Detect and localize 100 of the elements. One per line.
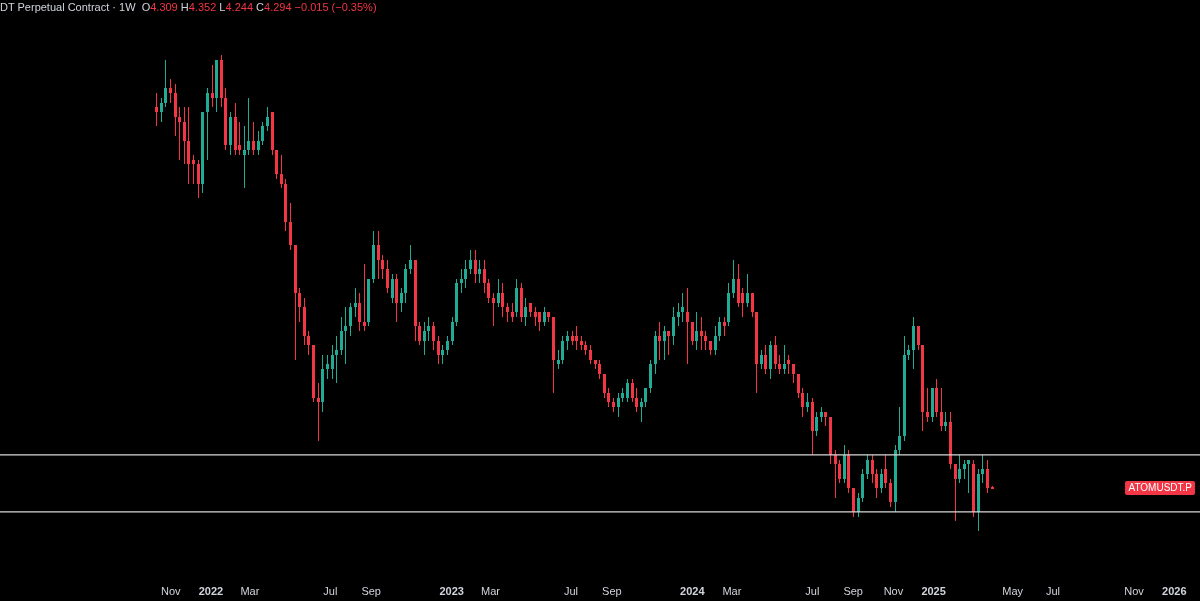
candlestick	[469, 249, 472, 275]
candlestick	[400, 287, 403, 313]
candlestick	[344, 306, 347, 365]
candlestick	[672, 306, 675, 346]
annotation: ATOMUSDT.P	[1125, 481, 1195, 496]
candlestick	[861, 468, 864, 503]
candlestick	[681, 292, 684, 323]
candlestick	[534, 306, 537, 327]
candlestick	[677, 302, 680, 327]
candlestick	[695, 311, 698, 351]
candlestick	[524, 297, 527, 327]
candlestick	[852, 487, 855, 518]
candlestick	[598, 359, 601, 380]
x-tick-label: 2026	[1162, 585, 1187, 597]
x-tick-label: Mar	[722, 585, 742, 597]
candlestick	[478, 259, 481, 284]
candlestick	[644, 387, 647, 408]
x-tick-label: Mar	[240, 585, 260, 597]
candlestick	[806, 392, 809, 413]
candlestick	[155, 92, 158, 127]
candlestick	[917, 325, 920, 351]
candlestick	[404, 263, 407, 304]
candlestick	[492, 292, 495, 327]
candlestick	[704, 330, 707, 351]
candlestick	[483, 259, 486, 294]
candlestick	[718, 316, 721, 342]
x-tick-label: Jul	[323, 585, 338, 597]
candlestick	[395, 273, 398, 323]
candlestick	[474, 249, 477, 284]
candlestick	[418, 321, 421, 346]
candlestick	[589, 344, 592, 365]
candlestick	[206, 87, 209, 161]
candlestick	[437, 335, 440, 365]
candlestick	[487, 278, 490, 304]
candlestick	[538, 311, 541, 332]
candlestick	[451, 316, 454, 346]
candlestick	[257, 130, 260, 156]
candlestick	[884, 454, 887, 489]
chart-subtitle: O4.309 H4.352 L4.244 C4.294 −0.015 (−0.35%)	[141, 1, 377, 13]
x-tick-label: Nov	[883, 585, 904, 597]
candlestick	[626, 378, 629, 403]
candlestick	[986, 459, 989, 494]
x-tick-label: Sep	[602, 585, 622, 597]
x-tick-label: Jul	[805, 585, 820, 597]
candlestick	[506, 302, 509, 323]
x-tick-label: 2022	[198, 585, 224, 597]
candlestick	[746, 273, 749, 308]
candlestick	[511, 302, 514, 323]
x-tick-label: Jul	[1045, 585, 1060, 597]
x-tick-label: Sep	[843, 585, 863, 597]
candlestick	[649, 359, 652, 394]
candlestick	[769, 340, 772, 380]
candlestick	[178, 106, 181, 161]
candlestick	[298, 287, 301, 323]
candlestick	[792, 363, 795, 384]
candlestick	[247, 97, 250, 156]
candlestick	[898, 406, 901, 456]
candlestick	[275, 149, 278, 180]
candlestick	[561, 335, 564, 365]
candlestick	[889, 478, 892, 508]
candlestick	[183, 106, 186, 165]
candlestick	[640, 397, 643, 423]
candlestick	[164, 59, 167, 108]
candlestick	[774, 335, 777, 370]
candlestick	[441, 344, 444, 365]
candlestick	[187, 106, 190, 185]
candlestick	[575, 325, 578, 351]
candlestick	[871, 454, 874, 484]
candlestick	[331, 344, 334, 380]
candlestick	[954, 463, 957, 522]
candlestick	[289, 202, 292, 251]
candlestick	[926, 387, 929, 423]
candlestick	[801, 387, 804, 418]
candlestick	[261, 121, 264, 146]
candlestick	[243, 125, 246, 189]
candlestick	[732, 259, 735, 299]
candlestick	[446, 335, 449, 356]
candlestick	[940, 387, 943, 432]
candlestick	[335, 335, 338, 384]
candlestick	[280, 154, 283, 189]
chart-title: DT Perpetual Contract · 1W	[0, 1, 137, 13]
candlestick	[635, 387, 638, 413]
candlestick	[838, 459, 841, 484]
x-tick-label: Mar	[481, 585, 501, 597]
candlestick	[358, 292, 361, 332]
x-tick-label: 2024	[680, 585, 706, 597]
candlestick	[737, 263, 740, 308]
candlestick	[266, 106, 269, 132]
candlestick	[381, 254, 384, 280]
candlestick	[211, 64, 214, 108]
candlestick	[340, 316, 343, 356]
candlestick	[935, 378, 938, 418]
candlestick	[607, 387, 610, 408]
candlestick	[834, 449, 837, 499]
candlestick	[497, 278, 500, 308]
candlestick	[843, 444, 846, 484]
candlestick	[238, 121, 241, 156]
x-tick-label: Jul	[563, 585, 579, 597]
candlestick	[169, 78, 172, 104]
candlestick	[349, 302, 352, 337]
